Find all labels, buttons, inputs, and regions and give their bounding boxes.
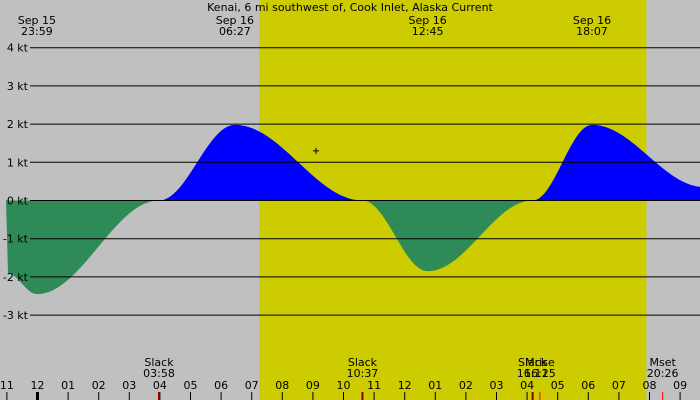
hour-label: 04 (520, 379, 534, 392)
hour-label: 08 (643, 379, 657, 392)
current-time-marker (312, 147, 319, 154)
slack-label: Slack (518, 356, 548, 369)
hour-label: 11 (0, 379, 14, 392)
ebb-area (0, 200, 700, 295)
hour-label: 02 (92, 379, 106, 392)
hour-label: 03 (490, 379, 504, 392)
y-tick-label: 4 kt (7, 42, 29, 55)
current-areas (0, 124, 700, 295)
y-tick-label: -3 kt (3, 309, 29, 322)
slack-time: 10:37 (347, 367, 379, 380)
hour-label: 01 (61, 379, 75, 392)
bottom-labels: Slack03:58Slack10:37Slack16:11Mrise16:25… (143, 356, 678, 380)
moon-label: Mset (650, 356, 677, 369)
hour-label: 11 (367, 379, 381, 392)
hour-label: 12 (31, 379, 45, 392)
moon-time: 20:26 (647, 367, 679, 380)
hour-label: 07 (612, 379, 626, 392)
gridlines: 4 kt 3 kt 2 kt 1 kt 0 kt -1 kt -2 kt -3 kt (3, 42, 700, 322)
hour-label: 01 (428, 379, 442, 392)
hour-label: 05 (551, 379, 565, 392)
y-tick-label: 1 kt (7, 156, 29, 169)
event-date: Sep 16 (409, 14, 447, 27)
hour-label: 04 (153, 379, 167, 392)
flood-area (0, 124, 700, 201)
slack-time: 16:11 (517, 367, 549, 380)
hour-label: 08 (275, 379, 289, 392)
y-tick-label: 2 kt (7, 118, 29, 131)
hour-label: 12 (398, 379, 412, 392)
hour-label: 02 (459, 379, 473, 392)
y-tick-label: -1 kt (3, 233, 29, 246)
event-date: Sep 16 (216, 14, 254, 27)
hour-label: 09 (673, 379, 687, 392)
hour-label: 03 (122, 379, 136, 392)
event-time: 12:45 (412, 25, 444, 38)
hour-label: 07 (245, 379, 259, 392)
slack-label: Slack (348, 356, 378, 369)
slack-time: 03:58 (143, 367, 175, 380)
hour-ticks: 11 12 01 02 03 04 05 06 07 08 09 10 11 12 01 02 03 04 05 06… (0, 379, 687, 400)
slack-label: Slack (144, 356, 174, 369)
hour-label: 06 (581, 379, 595, 392)
moon-label: Mrise (525, 356, 555, 369)
chart-title: Kenai, 6 mi southwest of, Cook Inlet, Al… (207, 1, 493, 14)
hour-label: 05 (184, 379, 198, 392)
event-time: 06:27 (219, 25, 251, 38)
y-tick-label: 3 kt (7, 80, 29, 93)
hour-label: 06 (214, 379, 228, 392)
moon-time: 16:25 (524, 367, 556, 380)
event-time: 23:59 (21, 25, 53, 38)
hour-label: 09 (306, 379, 320, 392)
event-time: 18:07 (576, 25, 608, 38)
y-tick-label: -2 kt (3, 271, 29, 284)
hour-label: 10 (337, 379, 351, 392)
event-date: Sep 15 (18, 14, 56, 27)
event-date: Sep 16 (573, 14, 611, 27)
y-tick-label: 0 kt (7, 195, 29, 208)
